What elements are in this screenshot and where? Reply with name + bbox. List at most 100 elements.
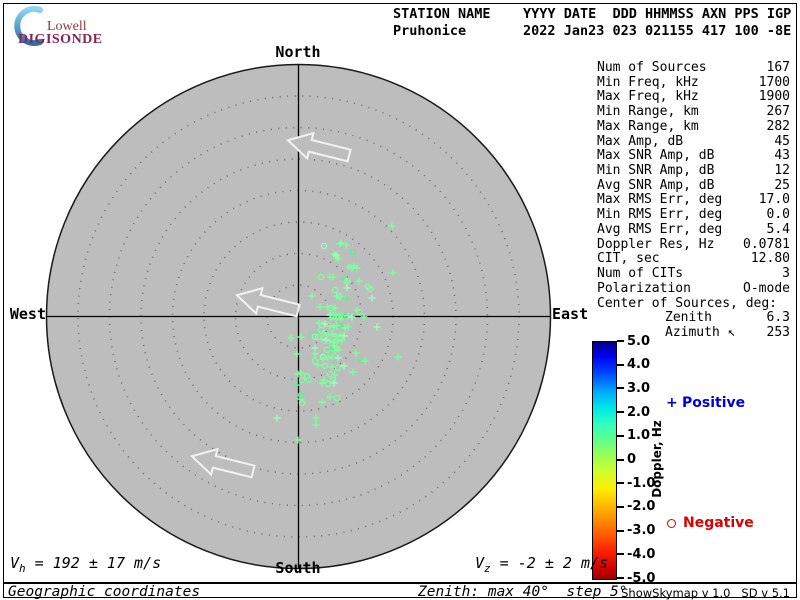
zenith-scale-note: Zenith: max 40° step 5° xyxy=(418,584,628,600)
source-point-positive xyxy=(337,315,345,323)
source-point-positive xyxy=(355,277,363,285)
stats-row: Max Range, km 282 xyxy=(597,119,790,135)
colorbar-tick-mark xyxy=(617,387,624,390)
source-point-positive xyxy=(322,336,330,344)
colorbar-tick-label: -4.0 xyxy=(627,546,656,562)
colorbar-tick-mark xyxy=(617,434,624,437)
source-point-positive xyxy=(373,323,381,331)
source-point-negative xyxy=(331,286,339,294)
source-point-negative xyxy=(311,333,319,341)
source-point-positive xyxy=(332,251,340,259)
stats-label: Min RMS Err, deg xyxy=(597,207,723,223)
circle-symbol-icon xyxy=(667,518,676,528)
header-field-ddd: DDD 023 xyxy=(612,6,637,39)
source-point-positive xyxy=(314,361,322,369)
legend-positive-label: Positive xyxy=(682,395,746,411)
stats-value: 253 xyxy=(766,324,790,340)
source-point-positive xyxy=(331,371,339,379)
plus-symbol-icon: + xyxy=(666,395,678,411)
stats-row: Min SNR Amp, dB 12 xyxy=(597,163,790,179)
stats-row: Max RMS Err, deg 17.0 xyxy=(597,193,790,208)
stats-row: Min Range, km 267 xyxy=(597,104,790,120)
source-point-positive xyxy=(337,323,345,331)
colorbar-tick-mark xyxy=(617,529,624,532)
stats-value: 43 xyxy=(774,148,790,164)
source-point-positive xyxy=(327,345,335,353)
source-point-positive xyxy=(340,362,348,370)
source-point-positive xyxy=(331,347,339,355)
source-point-negative xyxy=(311,357,319,365)
colorbar-tick-label: 4.0 xyxy=(627,357,651,373)
measurement-stats-panel: Num of Sources 167 Min Freq, kHz 1700 Max Fr… xyxy=(597,60,790,341)
stats-value: 12 xyxy=(774,163,790,179)
source-point-positive xyxy=(388,222,396,230)
colorbar-tick-label: 2.0 xyxy=(627,404,651,420)
crescent-moon-icon xyxy=(14,6,43,46)
source-point-positive xyxy=(389,269,397,277)
header-field-pps: PPS 100 xyxy=(734,6,759,39)
source-point-positive xyxy=(360,313,368,321)
header-field-axn: AXN 417 xyxy=(701,6,727,39)
colorbar-tick-label: 1.0 xyxy=(627,428,651,444)
source-point-positive xyxy=(318,379,326,387)
header-field-yyyy: YYYY 2022 xyxy=(523,6,556,39)
header-field-station-name: STATION NAME Pruhonice xyxy=(393,6,491,39)
source-point-positive xyxy=(340,332,348,340)
source-point-positive xyxy=(334,354,342,362)
source-point-positive xyxy=(331,304,339,312)
colorbar-tick-mark xyxy=(617,363,624,366)
source-point-positive xyxy=(297,333,305,341)
stats-row: Min Freq, kHz 1700 xyxy=(597,75,790,91)
source-point-negative xyxy=(298,376,306,384)
source-point-positive xyxy=(328,330,336,338)
colorbar-axis-label: Doppler, Hz xyxy=(650,420,664,498)
colorbar-ticks: 5.0 4.0 3.0 2.0 1.0 0 -1.0 -2.0 -3.0 -4.0 -5.0 xyxy=(617,335,677,585)
source-point-positive xyxy=(332,332,340,340)
source-point-positive xyxy=(326,393,334,401)
source-point-positive xyxy=(319,355,327,363)
lowell-digisonde-logo: Lowell DIGISONDE xyxy=(14,5,134,47)
station-header: STATION NAME Pruhonice YYYY 2022 DATE Ja… xyxy=(393,6,791,40)
source-point-positive xyxy=(336,331,344,339)
source-point-negative xyxy=(355,308,363,316)
source-point-negative xyxy=(326,370,334,378)
source-point-positive xyxy=(342,241,350,249)
source-point-negative xyxy=(323,346,331,354)
colorbar-tick-label: 3.0 xyxy=(627,380,651,396)
software-version-text: ShowSkymap v 1.0 SD v 5.1 xyxy=(621,586,790,600)
stats-value: 3 xyxy=(782,266,790,282)
source-point-positive xyxy=(311,350,319,358)
source-point-positive xyxy=(335,346,343,354)
stats-label: Min Range, km xyxy=(597,104,699,120)
source-point-positive xyxy=(293,350,301,358)
stats-value: 0.0781 xyxy=(743,236,790,252)
source-point-negative xyxy=(366,285,374,293)
source-point-positive xyxy=(350,262,358,270)
stats-label: Azimuth ↖ xyxy=(665,324,736,340)
stats-label: Center of Sources, deg: xyxy=(597,295,778,311)
brand-digisonde: DIGISONDE xyxy=(18,32,103,47)
stats-row: Zenith 6.3 xyxy=(597,310,790,326)
legend-negative-label: Negative xyxy=(683,515,754,531)
vertical-velocity-text: Vz = -2 ± 2 m/s xyxy=(475,554,609,575)
stats-value: 12.80 xyxy=(750,251,790,267)
horizontal-velocity-text: Vh = 192 ± 17 m/s xyxy=(10,554,162,575)
colorbar-tick-label: 5.0 xyxy=(627,333,651,349)
source-point-positive xyxy=(343,295,351,303)
source-point-positive xyxy=(328,353,336,361)
source-point-positive xyxy=(327,314,335,322)
label-east: East xyxy=(552,305,589,323)
source-point-negative xyxy=(298,399,306,407)
source-point-positive xyxy=(308,292,316,300)
colorbar-tick-mark xyxy=(617,505,624,508)
source-point-positive xyxy=(326,322,334,330)
source-point-positive xyxy=(336,293,344,301)
stats-value: O-mode xyxy=(743,280,790,296)
colorbar-tick-mark xyxy=(617,411,624,414)
source-point-positive xyxy=(320,329,328,337)
label-north: North xyxy=(275,43,321,61)
stats-value: 6.3 xyxy=(766,310,790,326)
source-point-negative xyxy=(297,391,305,399)
source-point-negative xyxy=(320,242,328,250)
source-point-positive xyxy=(328,363,336,371)
